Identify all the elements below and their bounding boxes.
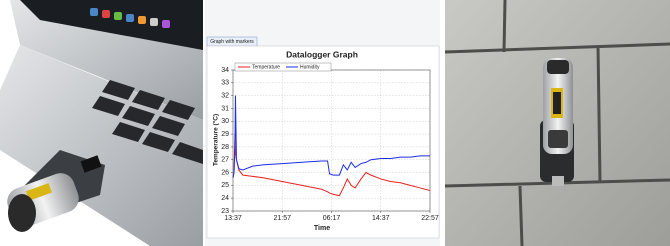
y-tick-label: 27 — [221, 157, 229, 164]
x-tick-label: 21:57 — [273, 215, 291, 222]
legend-label: Humidity — [300, 64, 320, 70]
x-axis-label: Time — [314, 225, 330, 232]
photo-wall — [445, 0, 670, 246]
x-tick-label: 22:57 — [421, 215, 439, 222]
y-tick-label: 33 — [221, 80, 229, 87]
photo-laptop — [0, 0, 203, 246]
x-tick-label: 14:37 — [372, 215, 390, 222]
y-tick-label: 31 — [221, 105, 229, 112]
y-tick-label: 25 — [221, 182, 229, 189]
y-tick-label: 30 — [221, 118, 229, 125]
y-axis-label: Temperature (°C) — [212, 114, 220, 166]
y-tick-label: 23 — [221, 208, 229, 215]
y-tick-label: 28 — [221, 144, 229, 151]
y-tick-label: 32 — [221, 92, 229, 99]
x-tick-label: 13:37 — [224, 215, 242, 222]
chart-title: Datalogger Graph — [286, 49, 358, 59]
y-tick-label: 24 — [221, 195, 229, 202]
y-tick-label: 29 — [221, 131, 229, 138]
y-tick-label: 26 — [221, 169, 229, 176]
legend-label: Temperature — [252, 64, 280, 70]
page: Graph with markers Datalogger Graph Time… — [0, 0, 670, 246]
tab-label[interactable]: Graph with markers — [210, 39, 254, 45]
chart-panel: Graph with markers — [205, 0, 440, 246]
y-tick-label: 34 — [221, 67, 229, 74]
x-tick-label: 06:17 — [323, 215, 341, 222]
